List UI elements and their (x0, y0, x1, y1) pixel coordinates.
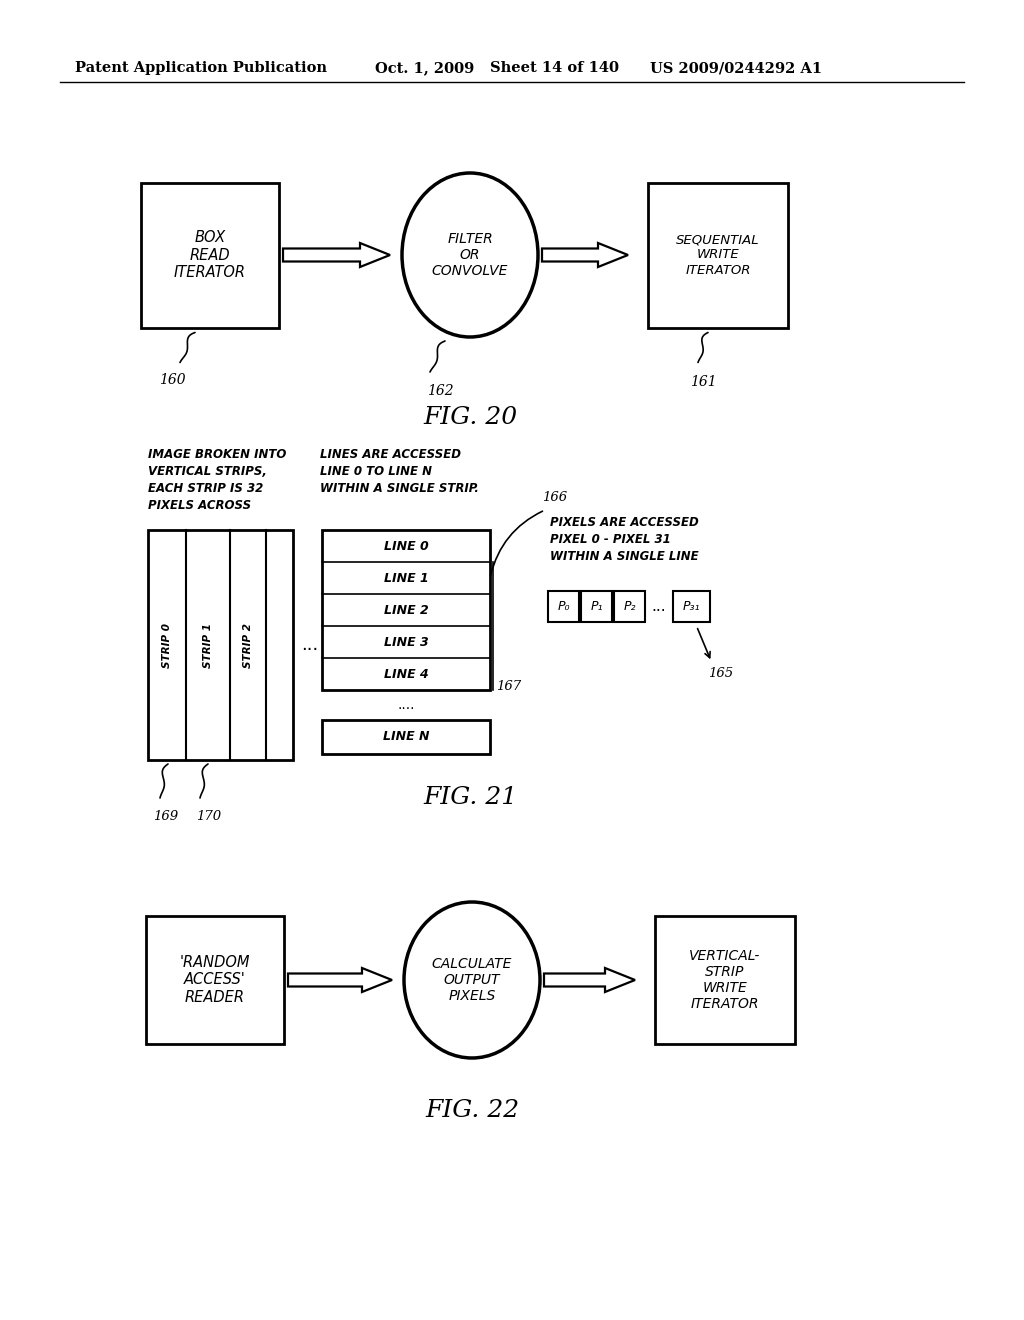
Text: FILTER
OR
CONVOLVE: FILTER OR CONVOLVE (432, 232, 508, 279)
Text: CALCULATE
OUTPUT
PIXELS: CALCULATE OUTPUT PIXELS (432, 957, 512, 1003)
Text: LINE 0 TO LINE N: LINE 0 TO LINE N (319, 465, 432, 478)
Text: PIXELS ARE ACCESSED: PIXELS ARE ACCESSED (550, 516, 698, 529)
Bar (655, 916, 795, 1044)
Bar (322, 531, 490, 690)
Text: PIXELS ACROSS: PIXELS ACROSS (148, 499, 251, 512)
Text: Sheet 14 of 140: Sheet 14 of 140 (490, 61, 618, 75)
Bar (146, 916, 284, 1044)
Text: LINE 0: LINE 0 (384, 540, 428, 553)
Text: BOX
READ
ITERATOR: BOX READ ITERATOR (174, 230, 246, 280)
Bar (581, 591, 612, 622)
Text: Oct. 1, 2009: Oct. 1, 2009 (375, 61, 474, 75)
Text: SEQUENTIAL
WRITE
ITERATOR: SEQUENTIAL WRITE ITERATOR (676, 234, 760, 276)
Text: 169: 169 (153, 810, 178, 822)
Bar (548, 591, 579, 622)
Text: ....: .... (397, 698, 415, 711)
Text: 'RANDOM
ACCESS'
READER: 'RANDOM ACCESS' READER (180, 956, 250, 1005)
Text: 170: 170 (196, 810, 221, 822)
Text: LINE 3: LINE 3 (384, 635, 428, 648)
Text: STRIP 2: STRIP 2 (243, 623, 253, 668)
Polygon shape (544, 968, 635, 993)
Text: ...: ... (651, 599, 666, 614)
Text: Patent Application Publication: Patent Application Publication (75, 61, 327, 75)
Text: PIXEL 0 - PIXEL 31: PIXEL 0 - PIXEL 31 (550, 533, 671, 546)
Bar (614, 591, 645, 622)
Text: STRIP 0: STRIP 0 (162, 623, 172, 668)
Text: IMAGE BROKEN INTO: IMAGE BROKEN INTO (148, 447, 287, 461)
Ellipse shape (402, 173, 538, 337)
Text: P₁: P₁ (590, 601, 603, 612)
Text: FIG. 20: FIG. 20 (423, 405, 517, 429)
Polygon shape (283, 243, 390, 267)
Text: LINES ARE ACCESSED: LINES ARE ACCESSED (319, 447, 461, 461)
Text: VERTICAL-
STRIP
WRITE
ITERATOR: VERTICAL- STRIP WRITE ITERATOR (689, 949, 761, 1011)
Text: 166: 166 (542, 491, 567, 504)
Text: LINE 2: LINE 2 (384, 603, 428, 616)
Text: FIG. 22: FIG. 22 (425, 1100, 519, 1122)
Text: 165: 165 (709, 667, 733, 680)
Text: ...: ... (301, 636, 318, 653)
Text: 161: 161 (690, 375, 717, 388)
Bar (322, 719, 490, 754)
Bar (141, 182, 279, 327)
Text: WITHIN A SINGLE LINE: WITHIN A SINGLE LINE (550, 550, 698, 564)
Polygon shape (288, 968, 392, 993)
Ellipse shape (404, 902, 540, 1059)
Text: WITHIN A SINGLE STRIP.: WITHIN A SINGLE STRIP. (319, 482, 479, 495)
Text: 160: 160 (159, 372, 185, 387)
Bar (648, 182, 788, 327)
Bar (673, 591, 710, 622)
Text: EACH STRIP IS 32: EACH STRIP IS 32 (148, 482, 263, 495)
Text: 162: 162 (427, 384, 454, 399)
Text: LINE 1: LINE 1 (384, 572, 428, 585)
Text: LINE N: LINE N (383, 730, 429, 743)
Text: LINE 4: LINE 4 (384, 668, 428, 681)
Polygon shape (542, 243, 628, 267)
Text: US 2009/0244292 A1: US 2009/0244292 A1 (650, 61, 822, 75)
Text: P₃₁: P₃₁ (683, 601, 700, 612)
Bar (148, 531, 293, 760)
Text: 167: 167 (496, 680, 521, 693)
Text: VERTICAL STRIPS,: VERTICAL STRIPS, (148, 465, 267, 478)
Text: P₀: P₀ (557, 601, 569, 612)
Text: P₂: P₂ (624, 601, 636, 612)
Text: STRIP 1: STRIP 1 (203, 623, 213, 668)
Text: FIG. 21: FIG. 21 (423, 785, 517, 809)
